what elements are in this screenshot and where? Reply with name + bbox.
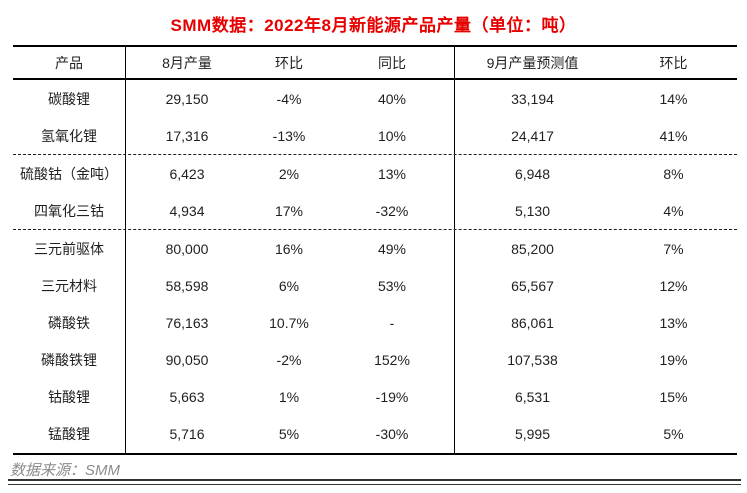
- cell-sep-forecast: 5,130: [514, 202, 551, 219]
- cell-product: 碳酸锂: [13, 80, 126, 118]
- data-source-note: 数据来源：SMM: [10, 462, 120, 479]
- column-header-mom: 环比: [275, 54, 303, 71]
- cell-sep-mom: 12%: [659, 278, 688, 295]
- table-row: 碳酸锂 29,150 -4% 40% 33,194 14%: [13, 80, 737, 118]
- cell-yoy: -: [330, 304, 455, 342]
- cell-sep-mom: 13%: [659, 315, 688, 332]
- table-header-row: 产品 8月产量 环比 同比 9月产量预测值 环比: [13, 47, 737, 80]
- cell-aug-output: 5,663: [169, 389, 205, 406]
- cell-yoy: -32%: [330, 192, 455, 230]
- cell-product: 四氧化三钴: [13, 192, 126, 230]
- cell-yoy: 49%: [330, 230, 455, 268]
- cell-aug-output: 90,050: [165, 352, 209, 369]
- cell-sep-forecast: 86,061: [511, 315, 554, 332]
- cell-yoy: 10%: [330, 117, 455, 155]
- column-header-sep-mom: 环比: [659, 54, 688, 71]
- cell-product: 氢氧化锂: [13, 117, 126, 155]
- column-header-yoy: 同比: [330, 47, 455, 78]
- cell-sep-forecast: 65,567: [511, 278, 554, 295]
- cell-aug-output: 58,598: [165, 278, 209, 295]
- cell-sep-forecast: 5,995: [514, 426, 551, 443]
- cell-mom: 1%: [278, 389, 300, 406]
- column-header-sep-forecast: 9月产量预测值: [486, 54, 579, 71]
- cell-sep-mom: 8%: [663, 165, 684, 182]
- cell-sep-forecast: 107,538: [507, 352, 558, 369]
- cell-product: 硫酸钴（金吨）: [13, 155, 126, 193]
- cell-product: 锰酸锂: [13, 415, 126, 453]
- cell-sep-mom: 5%: [663, 426, 684, 443]
- table-row: 磷酸铁锂 90,050 -2% 152% 107,538 19%: [13, 341, 737, 379]
- column-header-product: 产品: [13, 47, 126, 78]
- table-row: 氢氧化锂 17,316 -13% 10% 24,417 41%: [13, 117, 737, 156]
- cell-product: 磷酸铁锂: [13, 341, 126, 379]
- cell-product: 钴酸锂: [13, 378, 126, 416]
- cell-mom: -2%: [276, 352, 302, 369]
- table-body: 碳酸锂 29,150 -4% 40% 33,194 14% 氢氧化锂 17,31…: [13, 80, 737, 453]
- cell-aug-output: 29,150: [165, 90, 209, 107]
- table-row: 锰酸锂 5,716 5% -30% 5,995 5%: [13, 415, 737, 453]
- cell-sep-forecast: 24,417: [511, 127, 554, 144]
- cell-aug-output: 6,423: [169, 165, 205, 182]
- production-table: 产品 8月产量 环比 同比 9月产量预测值 环比 碳酸锂 29,150 -4% …: [13, 45, 737, 455]
- table-row: 钴酸锂 5,663 1% -19% 6,531 15%: [13, 378, 737, 416]
- cell-product: 三元材料: [13, 267, 126, 305]
- cell-yoy: 53%: [330, 267, 455, 305]
- cell-mom: 16%: [274, 240, 304, 257]
- cell-aug-output: 76,163: [165, 315, 209, 332]
- cell-aug-output: 80,000: [165, 240, 209, 257]
- cell-mom: 17%: [274, 202, 304, 219]
- cell-sep-mom: 15%: [659, 389, 688, 406]
- cell-yoy: 152%: [330, 341, 455, 379]
- cell-yoy: -30%: [330, 415, 455, 453]
- cell-yoy: 13%: [330, 155, 455, 193]
- cell-sep-forecast: 85,200: [511, 240, 554, 257]
- cell-sep-mom: 41%: [659, 127, 688, 144]
- column-header-aug-output: 8月产量: [162, 54, 212, 71]
- table-row: 四氧化三钴 4,934 17% -32% 5,130 4%: [13, 192, 737, 231]
- table-row: 三元材料 58,598 6% 53% 65,567 12%: [13, 267, 737, 305]
- cell-mom: 5%: [278, 426, 300, 443]
- cell-mom: -4%: [276, 90, 302, 107]
- cell-yoy: 40%: [330, 80, 455, 118]
- cell-sep-mom: 19%: [659, 352, 688, 369]
- cell-yoy: -19%: [330, 378, 455, 416]
- table-row: 硫酸钴（金吨） 6,423 2% 13% 6,948 8%: [13, 155, 737, 193]
- cell-mom: 10.7%: [269, 315, 309, 332]
- cell-aug-output: 4,934: [169, 202, 205, 219]
- table-row: 磷酸铁 76,163 10.7% - 86,061 13%: [13, 304, 737, 342]
- cell-product: 磷酸铁: [13, 304, 126, 342]
- cell-sep-forecast: 33,194: [511, 90, 554, 107]
- cell-aug-output: 5,716: [169, 426, 205, 443]
- cell-sep-mom: 4%: [663, 202, 684, 219]
- cell-sep-forecast: 6,531: [514, 389, 551, 406]
- cell-sep-forecast: 6,948: [514, 165, 551, 182]
- table-row: 三元前驱体 80,000 16% 49% 85,200 7%: [13, 230, 737, 268]
- cell-mom: 2%: [278, 165, 300, 182]
- cell-sep-mom: 14%: [659, 90, 688, 107]
- cell-mom: 6%: [278, 278, 300, 295]
- cell-product: 三元前驱体: [13, 230, 126, 268]
- bottom-double-rule: [8, 479, 741, 485]
- cell-aug-output: 17,316: [165, 127, 209, 144]
- page-title: SMM数据：2022年8月新能源产品产量（单位：吨）: [170, 16, 577, 35]
- cell-sep-mom: 7%: [663, 240, 684, 257]
- cell-mom: -13%: [272, 127, 306, 144]
